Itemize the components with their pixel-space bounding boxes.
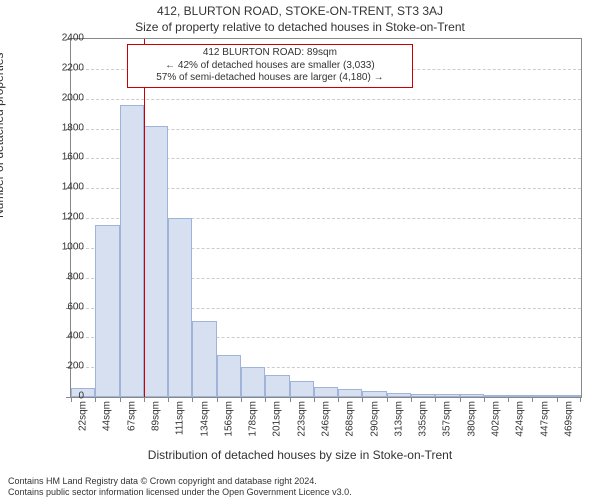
xtick-label: 67sqm xyxy=(126,397,137,431)
xtick-mark xyxy=(508,397,509,402)
ytick-label: 2400 xyxy=(54,33,84,44)
xtick-mark xyxy=(338,397,339,402)
xtick-label: 447sqm xyxy=(539,397,550,437)
xtick-mark xyxy=(120,397,121,402)
annotation-line: 57% of semi-detached houses are larger (… xyxy=(132,72,408,85)
xtick-label: 44sqm xyxy=(102,397,113,431)
ytick-label: 2200 xyxy=(54,62,84,73)
xtick-label: 335sqm xyxy=(418,397,429,437)
annotation-line: 412 BLURTON ROAD: 89sqm xyxy=(132,47,408,60)
ytick-label: 1600 xyxy=(54,152,84,163)
histogram-bar xyxy=(168,218,192,397)
chart-subtitle: Size of property relative to detached ho… xyxy=(0,20,600,34)
ytick-label: 1200 xyxy=(54,212,84,223)
ytick-label: 1800 xyxy=(54,122,84,133)
annotation-line: ← 42% of detached houses are smaller (3,… xyxy=(132,60,408,73)
xtick-mark xyxy=(192,397,193,402)
xtick-label: 178sqm xyxy=(248,397,259,437)
xtick-label: 268sqm xyxy=(345,397,356,437)
histogram-bar xyxy=(338,389,362,397)
reference-line xyxy=(144,39,145,397)
histogram-bar xyxy=(120,105,144,397)
xtick-mark xyxy=(460,397,461,402)
xtick-mark xyxy=(241,397,242,402)
xtick-label: 201sqm xyxy=(272,397,283,437)
histogram-bar xyxy=(241,367,265,397)
xtick-mark xyxy=(290,397,291,402)
xtick-mark xyxy=(168,397,169,402)
gridline xyxy=(71,99,581,100)
histogram-bar xyxy=(95,225,119,397)
histogram-bar xyxy=(314,387,338,397)
annotation-box: 412 BLURTON ROAD: 89sqm← 42% of detached… xyxy=(127,44,413,88)
ytick-label: 600 xyxy=(54,301,84,312)
xtick-label: 111sqm xyxy=(175,397,186,435)
chart-container: 412, BLURTON ROAD, STOKE-ON-TRENT, ST3 3… xyxy=(0,0,600,500)
xtick-label: 469sqm xyxy=(563,397,574,437)
xtick-label: 424sqm xyxy=(515,397,526,437)
xtick-label: 313sqm xyxy=(393,397,404,437)
xtick-label: 89sqm xyxy=(151,397,162,431)
y-axis-label: Number of detached properties xyxy=(0,53,6,218)
xtick-label: 223sqm xyxy=(296,397,307,437)
histogram-bar xyxy=(290,381,314,397)
xtick-label: 156sqm xyxy=(223,397,234,437)
xtick-label: 357sqm xyxy=(442,397,453,437)
xtick-label: 402sqm xyxy=(491,397,502,437)
xtick-mark xyxy=(217,397,218,402)
ytick-label: 200 xyxy=(54,361,84,372)
histogram-bar xyxy=(265,375,289,397)
xtick-mark xyxy=(435,397,436,402)
attribution-text: Contains HM Land Registry data © Crown c… xyxy=(8,476,592,499)
xtick-label: 246sqm xyxy=(321,397,332,437)
xtick-mark xyxy=(362,397,363,402)
histogram-bar xyxy=(144,126,168,397)
xtick-mark xyxy=(314,397,315,402)
ytick-label: 2000 xyxy=(54,92,84,103)
ytick-label: 0 xyxy=(54,391,84,402)
histogram-bar xyxy=(192,321,216,397)
xtick-mark xyxy=(484,397,485,402)
plot-area: 22sqm44sqm67sqm89sqm111sqm134sqm156sqm17… xyxy=(70,38,582,398)
chart-title: 412, BLURTON ROAD, STOKE-ON-TRENT, ST3 3… xyxy=(0,4,600,18)
ytick-label: 800 xyxy=(54,271,84,282)
xtick-mark xyxy=(411,397,412,402)
ytick-label: 1000 xyxy=(54,241,84,252)
ytick-label: 1400 xyxy=(54,182,84,193)
xtick-mark xyxy=(265,397,266,402)
xtick-label: 22sqm xyxy=(78,397,89,431)
xtick-mark xyxy=(557,397,558,402)
xtick-mark xyxy=(95,397,96,402)
xtick-mark xyxy=(387,397,388,402)
ytick-label: 400 xyxy=(54,331,84,342)
x-axis-label: Distribution of detached houses by size … xyxy=(0,448,600,462)
xtick-mark xyxy=(580,397,581,402)
xtick-label: 380sqm xyxy=(466,397,477,437)
xtick-label: 134sqm xyxy=(199,397,210,437)
xtick-label: 290sqm xyxy=(369,397,380,437)
histogram-bar xyxy=(217,355,241,397)
xtick-mark xyxy=(144,397,145,402)
xtick-mark xyxy=(532,397,533,402)
